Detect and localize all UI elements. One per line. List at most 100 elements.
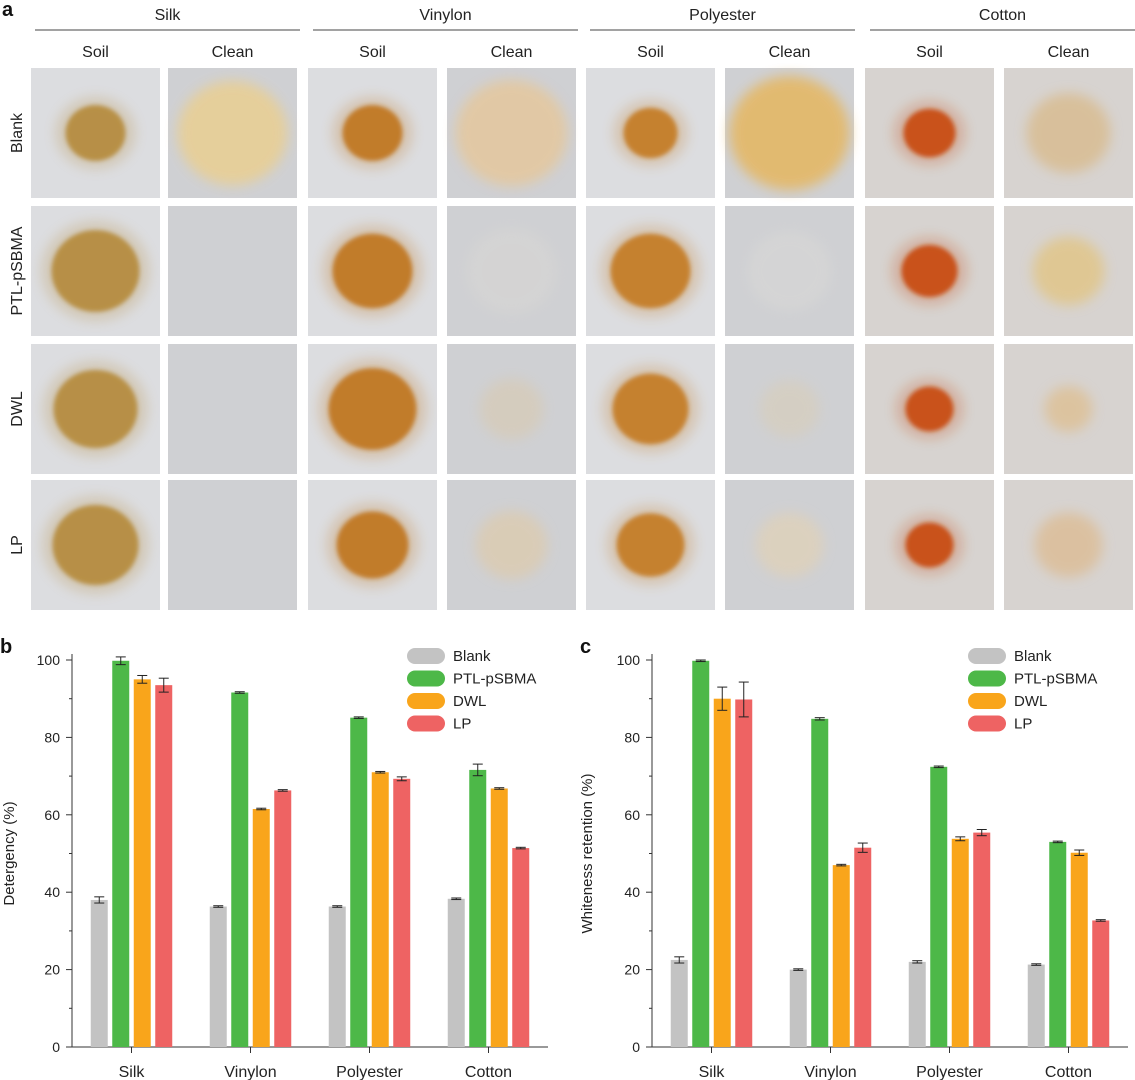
condition-header-soil: Soil: [637, 44, 664, 61]
photo-tile-ptl-psbma-silk-clean: [168, 206, 297, 336]
y-tick-label: 40: [624, 884, 640, 900]
bar-lp-cotton: [512, 848, 530, 1047]
photo-tile-dwl-silk-clean: [168, 344, 297, 474]
bar-ptl-psbma-polyester: [350, 717, 368, 1047]
photo-tile-ptl-psbma-polyester-clean: [725, 206, 854, 336]
photo-tile-blank-cotton-clean: [1004, 68, 1133, 198]
bar-lp-silk: [155, 685, 173, 1047]
bar-dwl-silk: [713, 698, 731, 1047]
photo-tile-ptl-psbma-silk-soil: [31, 206, 160, 336]
legend-label-dwl: DWL: [1014, 693, 1047, 710]
y-tick-label: 100: [617, 652, 641, 668]
photo-grid-panel: a Silk Vinylon Polyester Cotton Soil Clean Soi…: [2, 0, 1135, 610]
photo-tile-ptl-psbma-cotton-clean: [1004, 206, 1133, 336]
bar-blank-silk: [90, 899, 108, 1047]
photo-tile-dwl-vinylon-clean: [447, 344, 576, 474]
y-tick-label: 60: [624, 807, 640, 823]
x-tick-label-polyester: Polyester: [336, 1064, 403, 1080]
photo-tile-lp-vinylon-soil: [308, 480, 437, 610]
photo-tile-dwl-cotton-soil: [865, 344, 994, 474]
panel-letter-b: b: [0, 636, 12, 658]
bar-blank-vinylon: [789, 969, 807, 1047]
x-tick-label-silk: Silk: [119, 1064, 146, 1080]
row-label-ptl-psbma: PTL-pSBMA: [9, 226, 26, 315]
bar-dwl-vinylon: [252, 808, 270, 1047]
y-tick-label: 80: [44, 729, 60, 745]
photo-tile-blank-vinylon-soil: [308, 68, 437, 198]
legend-swatch-dwl: [968, 693, 1006, 709]
legend-swatch-lp: [968, 715, 1006, 732]
y-tick-label: 100: [37, 652, 61, 668]
bar-dwl-cotton: [1070, 852, 1088, 1047]
y-axis-label: Detergency (%): [1, 801, 18, 905]
bar-dwl-silk: [133, 679, 151, 1047]
row-label-lp: LP: [9, 535, 26, 555]
x-tick-label-cotton: Cotton: [465, 1064, 512, 1080]
photo-tile-lp-silk-soil: [31, 480, 160, 610]
bar-ptl-psbma-vinylon: [231, 692, 249, 1047]
photo-tile-ptl-psbma-vinylon-clean: [447, 206, 576, 336]
photo-tile-blank-polyester-soil: [586, 68, 715, 198]
y-tick-label: 0: [632, 1039, 640, 1055]
x-tick-label-silk: Silk: [699, 1064, 726, 1080]
bar-ptl-psbma-silk: [112, 660, 130, 1047]
photo-tile-dwl-cotton-clean: [1004, 344, 1133, 474]
x-tick-label-cotton: Cotton: [1045, 1064, 1092, 1080]
photo-tile-ptl-psbma-polyester-soil: [586, 206, 715, 336]
bar-blank-cotton: [447, 898, 465, 1047]
legend-swatch-dwl: [407, 693, 445, 709]
condition-header-soil: Soil: [82, 44, 109, 61]
photo-tile-dwl-vinylon-soil: [308, 344, 437, 474]
bar-lp-silk: [735, 699, 753, 1047]
bar-blank-vinylon: [209, 906, 227, 1047]
legend-label-ptl-psbma: PTL-pSBMA: [1014, 671, 1097, 688]
photo-tile-blank-vinylon-clean: [447, 68, 576, 198]
photo-tile-ptl-psbma-cotton-soil: [865, 206, 994, 336]
bar-lp-polyester: [973, 832, 991, 1047]
y-tick-label: 0: [52, 1039, 60, 1055]
fabric-header-vinylon: Vinylon: [419, 7, 471, 24]
legend-swatch-blank: [968, 648, 1006, 664]
photo-tiles: [31, 68, 1133, 610]
legend-label-ptl-psbma: PTL-pSBMA: [453, 671, 536, 688]
legend-label-blank: Blank: [453, 648, 491, 665]
y-tick-label: 60: [44, 807, 60, 823]
condition-header-soil: Soil: [916, 44, 943, 61]
bar-ptl-psbma-silk: [692, 660, 710, 1047]
condition-header-clean: Clean: [212, 44, 254, 61]
bar-lp-polyester: [393, 778, 411, 1047]
y-tick-label: 80: [624, 729, 640, 745]
bar-lp-vinylon: [854, 847, 872, 1047]
legend-swatch-ptl-psbma: [407, 670, 445, 687]
fabric-header-silk: Silk: [155, 7, 182, 24]
x-tick-label-vinylon: Vinylon: [224, 1064, 276, 1080]
photo-tile-blank-polyester-clean: [725, 68, 854, 198]
legend-swatch-ptl-psbma: [968, 670, 1006, 687]
bar-lp-cotton: [1092, 920, 1110, 1047]
bar-dwl-vinylon: [832, 865, 850, 1047]
legend-label-lp: LP: [453, 716, 471, 733]
y-tick-label: 20: [624, 962, 640, 978]
y-tick-label: 20: [44, 962, 60, 978]
bar-ptl-psbma-vinylon: [811, 718, 829, 1047]
bar-blank-silk: [670, 959, 688, 1047]
legend-swatch-blank: [407, 648, 445, 664]
photo-tile-ptl-psbma-vinylon-soil: [308, 206, 437, 336]
photo-tile-dwl-polyester-soil: [586, 344, 715, 474]
bar-blank-polyester: [328, 906, 346, 1047]
bar-ptl-psbma-polyester: [930, 766, 948, 1047]
fabric-header-polyester: Polyester: [689, 7, 756, 24]
photo-tile-blank-silk-soil: [31, 68, 160, 198]
legend-label-blank: Blank: [1014, 648, 1052, 665]
condition-header-clean: Clean: [1048, 44, 1090, 61]
y-axis-label: Whiteness retention (%): [579, 773, 596, 933]
photo-tile-dwl-polyester-clean: [725, 344, 854, 474]
photo-tile-lp-silk-clean: [168, 480, 297, 610]
x-tick-label-polyester: Polyester: [916, 1064, 983, 1080]
fabric-headers: Silk Vinylon Polyester Cotton Soil Clean Soil C…: [9, 7, 1135, 555]
bar-lp-vinylon: [274, 790, 292, 1047]
row-label-dwl: DWL: [9, 391, 26, 427]
x-tick-label-vinylon: Vinylon: [804, 1064, 856, 1080]
photo-tile-lp-polyester-soil: [586, 480, 715, 610]
